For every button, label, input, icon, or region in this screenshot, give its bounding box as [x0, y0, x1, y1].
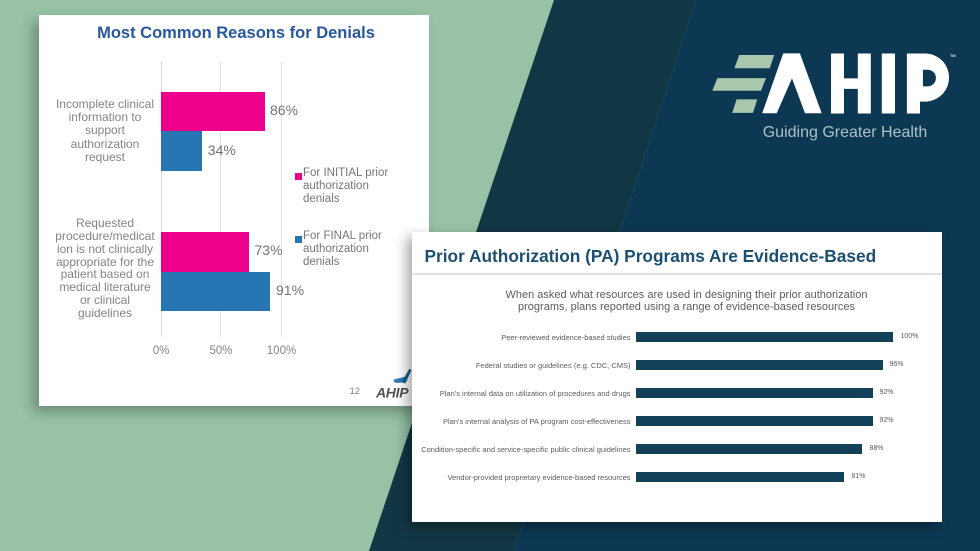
svg-text:AHIP: AHIP	[375, 385, 409, 401]
svg-text:™: ™	[950, 54, 957, 61]
